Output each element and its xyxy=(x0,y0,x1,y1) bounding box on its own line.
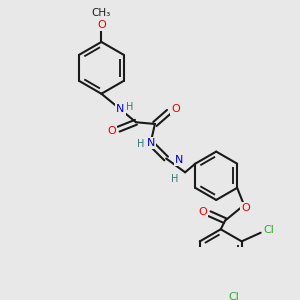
Text: O: O xyxy=(198,207,207,217)
Text: N: N xyxy=(116,104,124,114)
Text: O: O xyxy=(171,104,180,114)
Text: O: O xyxy=(242,203,250,213)
Text: O: O xyxy=(107,126,116,136)
Text: H: H xyxy=(137,139,145,149)
Text: CH₃: CH₃ xyxy=(92,8,111,18)
Text: H: H xyxy=(171,174,178,184)
Text: Cl: Cl xyxy=(264,225,275,235)
Text: Cl: Cl xyxy=(228,292,239,300)
Text: N: N xyxy=(146,138,155,148)
Text: N: N xyxy=(175,155,183,165)
Text: O: O xyxy=(97,20,106,30)
Text: H: H xyxy=(126,102,134,112)
